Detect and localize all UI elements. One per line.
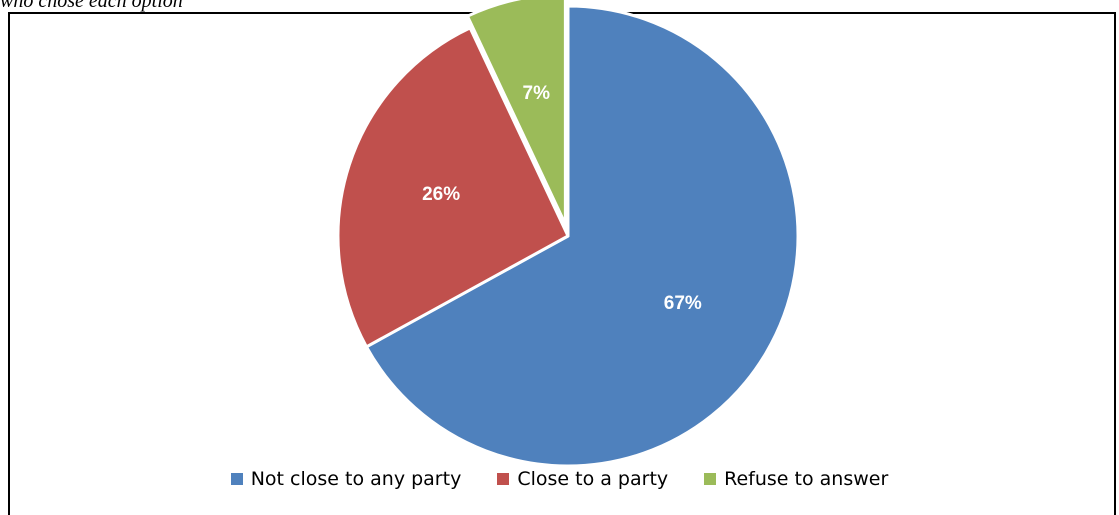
figure-caption: who chose each option bbox=[0, 0, 183, 12]
pie-slice-refuse-to-answer bbox=[465, 0, 567, 226]
legend-label: Close to a party bbox=[517, 468, 669, 490]
pie-slice-close-to-a-party bbox=[336, 26, 570, 349]
data-label-refuse-to-answer: 7% bbox=[523, 83, 551, 104]
legend: Not close to any party Close to a party Re… bbox=[0, 462, 1119, 496]
legend-label: Refuse to answer bbox=[724, 468, 889, 490]
legend-swatch bbox=[497, 473, 510, 485]
legend-swatch bbox=[704, 473, 717, 485]
data-label-close-to-a-party: 26% bbox=[422, 184, 460, 205]
data-label-not-close-to-any-party: 67% bbox=[664, 293, 702, 314]
pie-slice-not-close-to-any-party bbox=[364, 4, 800, 468]
legend-item-close-to-a-party: Close to a party bbox=[497, 468, 668, 490]
legend-item-not-close-to-any-party: Not close to any party bbox=[230, 468, 462, 490]
legend-item-refuse-to-answer: Refuse to answer bbox=[704, 468, 888, 490]
legend-swatch bbox=[230, 473, 243, 485]
legend-label: Not close to any party bbox=[250, 468, 462, 490]
